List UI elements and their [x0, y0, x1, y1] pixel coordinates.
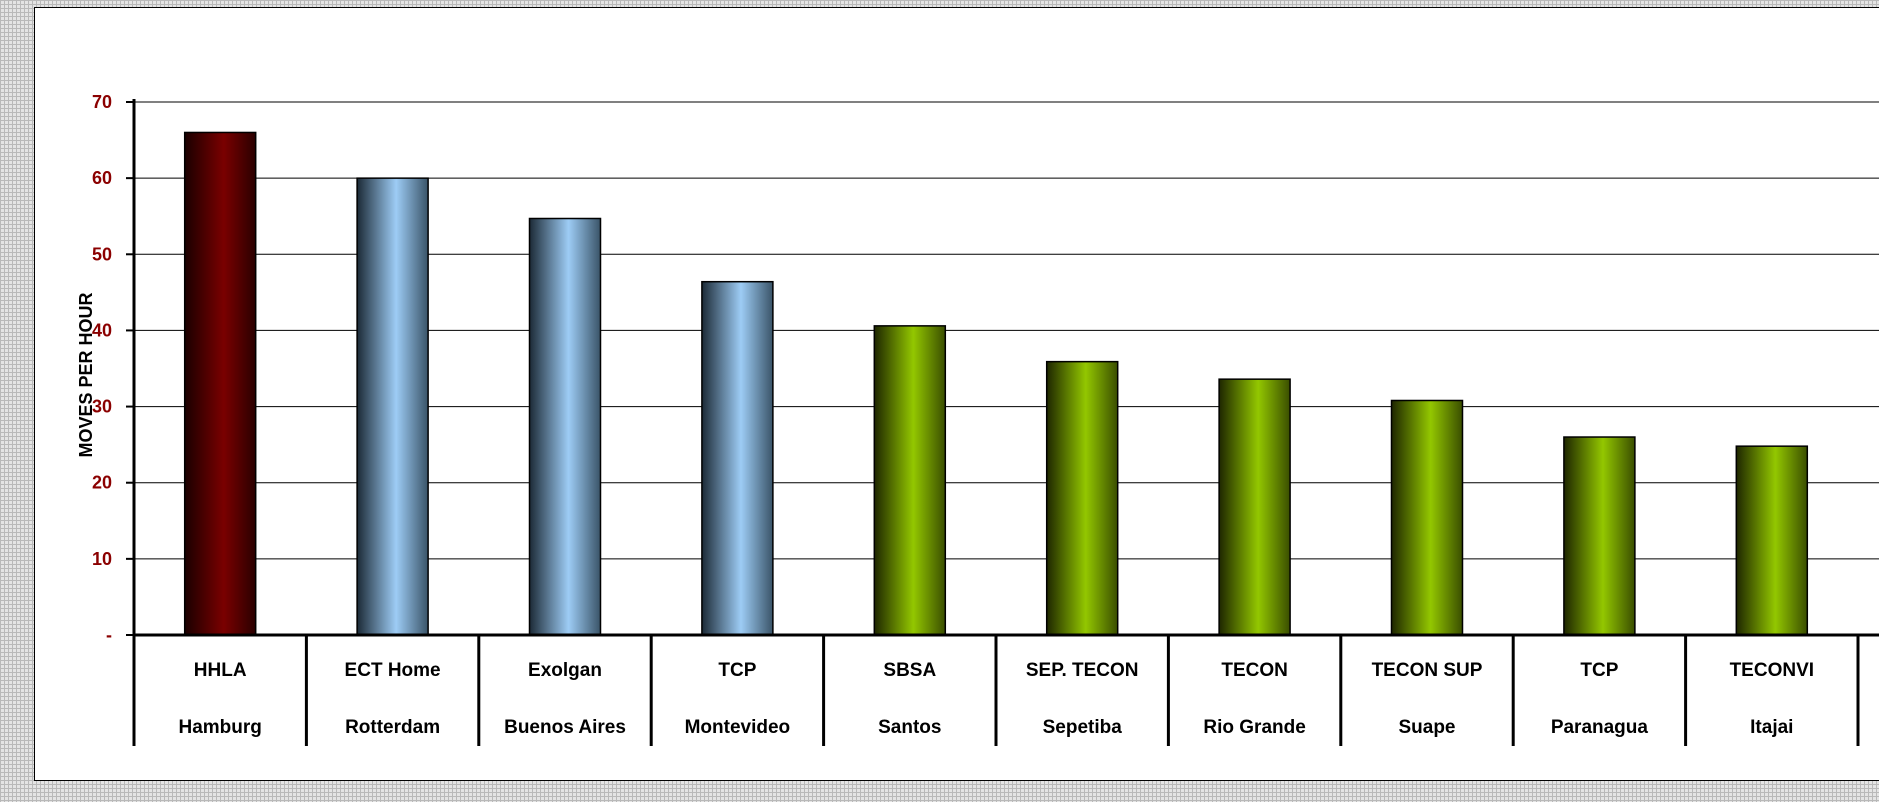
category-label-line1: TECON — [1221, 660, 1288, 681]
category-label-line2: Itajai — [1750, 717, 1793, 738]
category-label-line2: Montevideo — [685, 717, 791, 738]
y-tick-label: 60 — [92, 168, 112, 188]
bar — [528, 217, 602, 636]
y-tick-label: 40 — [92, 320, 112, 340]
bar — [1218, 378, 1291, 636]
category-label-line1: Exolgan — [528, 660, 602, 681]
category-label-line2: Rio Grande — [1203, 717, 1305, 738]
category-label-line1: TECON SUP — [1372, 660, 1483, 681]
y-tick-label: 70 — [92, 92, 112, 112]
category-label-line1: HHLA — [194, 660, 247, 681]
bar — [1735, 445, 1809, 636]
y-axis-ticks: - 10 20 30 40 50 60 70 — [92, 92, 134, 645]
y-tick-label: 20 — [92, 473, 112, 493]
axes — [132, 99, 1879, 746]
category-label-line2: Buenos Aires — [504, 717, 626, 738]
category-label-line2: Hamburg — [178, 717, 261, 738]
category-label-line1: SEP. TECON — [1026, 660, 1139, 681]
bars — [183, 131, 1809, 636]
category-label-line2: Santos — [878, 717, 941, 738]
bar-chart: MOVES PER HOUR - 10 20 30 40 50 60 70 HHLA Hambu… — [76, 92, 1879, 746]
category-label-line1: TCP — [718, 660, 756, 681]
x-axis-labels: HHLA Hamburg ECT Home Rotterdam Exolgan Bueno… — [178, 660, 1814, 738]
category-label-line2: Paranagua — [1551, 717, 1649, 738]
category-label-line2: Rotterdam — [345, 717, 440, 738]
category-label-line1: TCP — [1580, 660, 1618, 681]
bar — [356, 177, 429, 636]
category-label-line1: ECT Home — [345, 660, 441, 681]
y-axis-title: MOVES PER HOUR — [76, 292, 96, 457]
bar — [183, 131, 257, 636]
bar — [1390, 399, 1464, 636]
category-label-line2: Sepetiba — [1043, 717, 1123, 738]
bar — [701, 280, 774, 636]
category-label-line2: Suape — [1398, 717, 1455, 738]
bar — [1563, 436, 1636, 636]
bar — [1045, 360, 1119, 636]
chart-area: MOVES PER HOUR - 10 20 30 40 50 60 70 HHLA Hambu… — [34, 7, 1879, 781]
y-tick-label: 50 — [92, 244, 112, 264]
category-label-line1: SBSA — [883, 660, 936, 681]
y-tick-label: 30 — [92, 397, 112, 417]
bar — [873, 325, 947, 636]
y-tick-label: 10 — [92, 549, 112, 569]
category-label-line1: TECONVI — [1730, 660, 1814, 681]
y-tick-label: - — [106, 625, 112, 645]
